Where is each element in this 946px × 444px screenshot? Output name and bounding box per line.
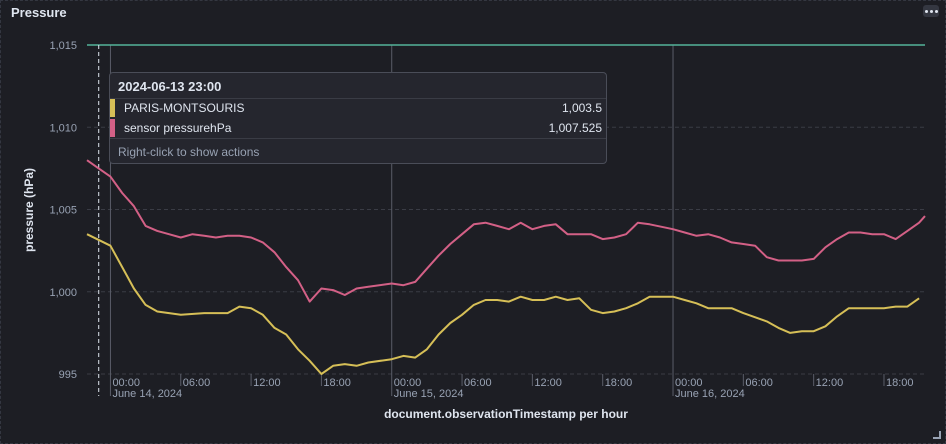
x-tick-label: 06:00: [745, 377, 773, 389]
x-tick-label: 18:00: [605, 377, 633, 389]
tooltip-series-value: 1,007.525: [548, 121, 602, 135]
tooltip-series-name: PARIS-MONTSOURIS: [124, 101, 245, 115]
panel-title: Pressure: [11, 5, 67, 20]
tooltip-row-sensor: sensor pressurehPa 1,007.525: [110, 119, 606, 137]
x-tick-label: 00:00: [394, 377, 422, 389]
y-axis-label: pressure (hPa): [22, 168, 36, 252]
x-tick-label: 06:00: [183, 377, 211, 389]
x-tick-label: 00:00: [675, 377, 703, 389]
series-line: [86, 233, 920, 375]
x-tick-sublabel: June 14, 2024: [112, 388, 182, 400]
x-tick-sublabel: June 15, 2024: [394, 388, 464, 400]
x-tick-label: 00:00: [112, 377, 140, 389]
x-axis-label: document.observationTimestamp per hour: [384, 407, 628, 421]
x-tick-label: 12:00: [534, 377, 562, 389]
x-tick-sublabel: June 16, 2024: [675, 388, 745, 400]
tooltip-footer: Right-click to show actions: [118, 145, 260, 159]
chart-tooltip: 2024-06-13 23:00 PARIS-MONTSOURIS 1,003.…: [109, 72, 607, 164]
x-tick-label: 12:00: [253, 377, 281, 389]
series-line: [86, 159, 926, 303]
x-tick-label: 18:00: [323, 377, 351, 389]
y-tick-label: 1,000: [49, 287, 77, 299]
y-tick-label: 995: [59, 369, 77, 381]
y-tick-label: 1,010: [49, 122, 77, 134]
legend-swatch: [110, 99, 115, 117]
legend-swatch: [110, 119, 115, 137]
tooltip-divider: [110, 138, 606, 139]
resize-handle-icon[interactable]: [933, 431, 941, 439]
tooltip-header: 2024-06-13 23:00: [118, 79, 222, 94]
ellipsis-icon[interactable]: [923, 5, 939, 17]
x-tick-label: 06:00: [464, 377, 492, 389]
y-axis: 1,015 1,010 1,005 1,000 995: [49, 40, 77, 381]
y-tick-label: 1,005: [49, 205, 77, 217]
series-lines: [86, 44, 926, 396]
tooltip-series-value: 1,003.5: [561, 101, 602, 115]
tooltip-series-name: sensor pressurehPa: [124, 121, 232, 135]
y-tick-label: 1,015: [49, 40, 77, 52]
tooltip-row-paris: PARIS-MONTSOURIS 1,003.5: [110, 99, 606, 117]
x-tick-label: 18:00: [886, 377, 914, 389]
tooltip-divider: [110, 98, 606, 99]
x-tick-label: 12:00: [816, 377, 844, 389]
